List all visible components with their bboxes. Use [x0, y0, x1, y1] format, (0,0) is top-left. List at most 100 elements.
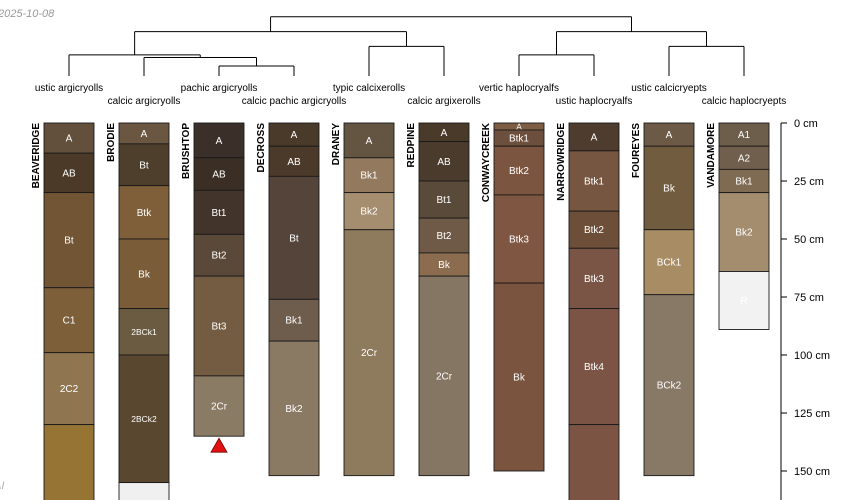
horizon-redpine-bt2: [418, 217, 470, 254]
horizon-label: A: [666, 130, 673, 141]
horizon-conwaycreek-bk: [493, 282, 545, 472]
profile-name-vandamore: VANDAMORE: [706, 123, 717, 188]
horizon-label: A1: [738, 130, 751, 141]
depth-tick-label: 50 cm: [794, 234, 824, 246]
date-stamp: 2025-10-08: [0, 8, 55, 20]
horizon-label: AB: [287, 157, 301, 168]
horizon-redpine-2cr: [418, 275, 470, 477]
horizon-label: Bk: [438, 260, 451, 271]
profile-name-draney: DRANEY: [331, 123, 342, 166]
profile-name-conwaycreek: CONWAYCREEK: [481, 122, 492, 202]
horizon-beaveridge-a: [43, 122, 95, 154]
depth-tick-label: 75 cm: [794, 292, 824, 304]
taxon-label-brodie: calcic argicryolls: [108, 96, 181, 107]
horizon-label: Btk2: [584, 225, 604, 236]
horizon-label: A2: [738, 153, 751, 164]
horizon-label: Bt: [64, 236, 74, 247]
taxon-label-draney: typic calcixerolls: [333, 83, 405, 94]
horizon-label: C1: [63, 316, 76, 327]
horizon-label: AB: [62, 168, 76, 179]
horizon-label: Bk: [663, 183, 676, 194]
profile-name-brushtop: BRUSHTOP: [181, 123, 192, 179]
taxon-label-vandamore: calcic haplocryepts: [702, 96, 786, 107]
horizon-narrowridge-unnamed: [568, 424, 620, 500]
horizon-label: Btk3: [584, 274, 604, 285]
taxon-label-conwaycreek: vertic haplocryalfs: [479, 83, 559, 94]
horizon-label: Bt2: [436, 231, 451, 242]
horizon-beaveridge-c1: [43, 287, 95, 354]
horizon-label: Bk2: [360, 207, 378, 218]
horizon-draney-a: [343, 122, 395, 159]
horizon-foureyes-bck2: [643, 294, 695, 477]
horizon-brushtop-a: [193, 122, 245, 159]
horizon-narrowridge-btk3: [568, 247, 620, 310]
horizon-label: Btk2: [509, 166, 529, 177]
horizon-label: Bk: [513, 373, 526, 384]
horizon-label: Btk: [137, 208, 152, 219]
horizon-decross-ab: [268, 145, 320, 177]
depth-tick-label: 25 cm: [794, 176, 824, 188]
horizon-narrowridge-btk1: [568, 150, 620, 212]
horizon-label: Bt1: [211, 208, 226, 219]
taxon-label-beaveridge: ustic argicryolls: [35, 83, 103, 94]
horizon-draney-2cr: [343, 229, 395, 477]
horizon-label: A: [591, 132, 598, 143]
horizon-vandamore-bk2: [718, 192, 770, 272]
horizon-narrowridge-a: [568, 122, 620, 152]
profile-name-narrowridge: NARROWRIDGE: [556, 123, 567, 201]
horizon-label: Bt2: [211, 251, 226, 262]
horizon-label: Bk2: [735, 228, 753, 239]
horizon-beaveridge-ab: [43, 152, 95, 194]
taxon-label-brushtop: pachic argicryolls: [181, 83, 258, 94]
horizon-narrowridge-btk2: [568, 210, 620, 249]
horizon-brodie-2bck2: [118, 354, 170, 484]
horizon-label: Bt1: [436, 195, 451, 206]
horizon-label: BCk2: [657, 381, 682, 392]
horizon-label: AB: [212, 170, 226, 181]
bedrock-marker-icon: [210, 437, 228, 453]
horizon-brushtop-bt1: [193, 189, 245, 235]
horizon-label: Btk4: [584, 362, 604, 373]
depth-tick-label: 0 cm: [794, 118, 818, 130]
depth-tick-label: 150 cm: [794, 466, 830, 478]
horizon-label: Bk: [138, 269, 151, 280]
horizon-label: 2Cr: [436, 371, 453, 382]
horizon-conwaycreek-btk2: [493, 145, 545, 196]
horizon-conwaycreek-btk3: [493, 194, 545, 284]
horizon-label: 2Cr: [211, 402, 228, 413]
horizon-label: Btk1: [584, 177, 604, 188]
taxon-label-decross: calcic pachic argicryolls: [242, 96, 346, 107]
taxon-label-redpine: calcic argixerolls: [407, 96, 480, 107]
horizon-narrowridge-btk4: [568, 308, 620, 426]
horizon-label: BCk1: [657, 258, 682, 269]
horizon-label: A: [216, 136, 223, 147]
horizon-label: Bk1: [360, 171, 378, 182]
horizon-label: Bt3: [211, 322, 226, 333]
horizon-label: 2BCk1: [131, 327, 157, 337]
horizon-label: Bk1: [285, 316, 303, 327]
horizon-label: A: [366, 136, 373, 147]
taxon-label-narrowridge: ustic haplocryalfs: [556, 96, 633, 107]
horizon-label: Btk3: [509, 235, 529, 246]
horizon-brodie-btk: [118, 185, 170, 240]
profile-name-redpine: REDPINE: [406, 123, 417, 168]
horizon-brodie-bt: [118, 143, 170, 187]
horizon-label: 2Cr: [361, 348, 378, 359]
horizon-label: A: [516, 122, 522, 131]
horizon-label: A: [141, 129, 148, 140]
horizon-draney-bk2: [343, 192, 395, 231]
horizon-beaveridge-2c2: [43, 352, 95, 426]
horizon-brushtop-ab: [193, 157, 245, 191]
profile-name-foureyes: FOUREYES: [631, 123, 642, 178]
depth-tick-label: 125 cm: [794, 408, 830, 420]
profile-name-brodie: BRODIE: [106, 123, 117, 162]
horizon-label: Bk2: [285, 404, 303, 415]
horizon-label: Btk1: [509, 134, 529, 145]
horizon-beaveridge-unnamed: [43, 424, 95, 500]
horizon-label: Bk1: [735, 177, 753, 188]
horizon-label: Bt: [139, 160, 149, 171]
horizon-decross-bk2: [268, 340, 320, 477]
horizon-brodie-bk: [118, 238, 170, 310]
horizon-vandamore-r: [718, 271, 770, 330]
